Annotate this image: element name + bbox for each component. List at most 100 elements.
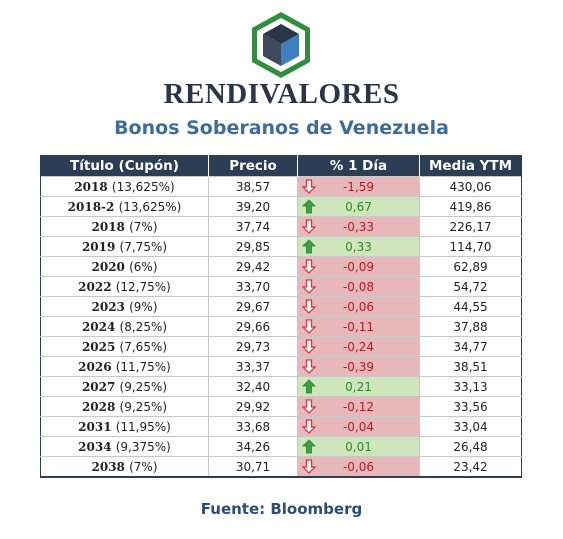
table-row: 2018 (13,625%) 38,57 -1,59 430,06 (40, 176, 522, 197)
header-cambio: % 1 Día (297, 155, 420, 177)
cell-ytm: 430,06 (419, 176, 522, 197)
arrow-up-icon (302, 199, 316, 214)
cell-ytm: 26,48 (419, 436, 522, 457)
change-value: -0,39 (342, 359, 375, 374)
cell-ytm: 33,13 (419, 376, 522, 397)
header-ytm: Media YTM (419, 155, 522, 177)
cell-precio: 30,71 (208, 456, 298, 478)
cell-ytm: 114,70 (419, 236, 522, 257)
arrow-down-icon (301, 259, 317, 274)
cell-ytm: 226,17 (419, 216, 522, 237)
table-row: 2027 (9,25%) 32,40 0,21 33,13 (40, 376, 522, 397)
arrow-down-icon (301, 459, 317, 474)
cell-precio: 29,92 (208, 396, 298, 417)
cell-precio: 29,85 (208, 236, 298, 257)
cell-cambio: 0,33 (297, 236, 420, 257)
cell-ytm: 419,86 (419, 196, 522, 217)
arrow-down-icon (301, 399, 317, 414)
bond-year: 2031 (78, 419, 112, 434)
cell-ytm: 34,77 (419, 336, 522, 357)
cell-cambio: 0,21 (297, 376, 420, 397)
cell-cambio: 0,67 (297, 196, 420, 217)
bond-coupon: (13,625%) (118, 199, 182, 214)
table-row: 2019 (7,75%) 29,85 0,33 114,70 (40, 236, 522, 257)
bonds-table: Título (Cupón) Precio % 1 Día Media YTM … (40, 155, 522, 478)
table-row: 2022 (12,75%) 33,70 -0,08 54,72 (40, 276, 522, 297)
change-value: -0,09 (342, 259, 375, 274)
cell-cambio: -0,06 (297, 456, 420, 478)
table-header-row: Título (Cupón) Precio % 1 Día Media YTM (40, 155, 522, 177)
change-value: 0,33 (345, 239, 372, 254)
header-titulo: Título (Cupón) (40, 155, 209, 177)
cell-ytm: 33,04 (419, 416, 522, 437)
cell-ytm: 33,56 (419, 396, 522, 417)
bond-year: 2018-2 (67, 199, 115, 214)
arrow-down-icon (301, 179, 317, 194)
cell-titulo: 2018-2 (13,625%) (40, 196, 209, 217)
table-row: 2023 (9%) 29,67 -0,06 44,55 (40, 296, 522, 317)
bond-coupon: (12,75%) (115, 279, 171, 294)
cell-titulo: 2027 (9,25%) (40, 376, 209, 397)
bond-coupon: (11,75%) (115, 359, 171, 374)
cell-ytm: 44,55 (419, 296, 522, 317)
cell-cambio: -0,09 (297, 256, 420, 277)
bond-year: 2024 (81, 319, 116, 334)
change-value: -0,04 (342, 419, 375, 434)
change-value: 0,67 (345, 199, 372, 214)
bond-coupon: (7%) (129, 459, 158, 474)
bond-year: 2038 (91, 459, 125, 474)
cell-cambio: -0,04 (297, 416, 420, 437)
bond-year: 2022 (78, 279, 112, 294)
table-row: 2038 (7%) 30,71 -0,06 23,42 (40, 456, 522, 478)
cell-titulo: 2020 (6%) (40, 256, 209, 277)
page-subtitle: Bonos Soberanos de Venezuela (114, 117, 449, 139)
change-value: -0,11 (342, 319, 375, 334)
arrow-down-icon (301, 279, 317, 294)
cell-ytm: 23,42 (419, 456, 522, 478)
change-value: -0,33 (342, 219, 375, 234)
arrow-down-icon (301, 339, 317, 354)
cell-titulo: 2034 (9,375%) (40, 436, 209, 457)
bond-coupon: (9,375%) (115, 439, 171, 454)
cell-titulo: 2031 (11,95%) (40, 416, 209, 437)
bond-year: 2026 (78, 359, 112, 374)
change-value: 0,21 (345, 379, 372, 394)
cell-cambio: 0,01 (297, 436, 420, 457)
arrow-down-icon (301, 299, 317, 314)
cell-precio: 33,70 (208, 276, 298, 297)
cell-titulo: 2018 (13,625%) (40, 176, 209, 197)
arrow-up-icon (302, 239, 316, 254)
cell-precio: 29,67 (208, 296, 298, 317)
cell-cambio: -0,12 (297, 396, 420, 417)
bond-coupon: (11,95%) (115, 419, 171, 434)
bond-year: 2034 (78, 439, 112, 454)
bond-coupon: (13,625%) (111, 179, 175, 194)
table-row: 2018 (7%) 37,74 -0,33 226,17 (40, 216, 522, 237)
cell-titulo: 2028 (9,25%) (40, 396, 209, 417)
cell-ytm: 38,51 (419, 356, 522, 377)
table-row: 2031 (11,95%) 33,68 -0,04 33,04 (40, 416, 522, 437)
arrow-up-icon (302, 379, 316, 394)
bond-year: 2027 (81, 379, 116, 394)
bond-coupon: (9,25%) (119, 399, 168, 414)
arrow-down-icon (301, 219, 317, 234)
bond-coupon: (9%) (129, 299, 158, 314)
cell-titulo: 2025 (7,65%) (40, 336, 209, 357)
cell-cambio: -0,39 (297, 356, 420, 377)
cell-precio: 32,40 (208, 376, 298, 397)
bond-year: 2019 (81, 239, 116, 254)
cell-precio: 34,26 (208, 436, 298, 457)
arrow-up-icon (302, 439, 316, 454)
cell-titulo: 2018 (7%) (40, 216, 209, 237)
bond-year: 2028 (81, 399, 116, 414)
table-row: 2028 (9,25%) 29,92 -0,12 33,56 (40, 396, 522, 417)
table-row: 2018-2 (13,625%) 39,20 0,67 419,86 (40, 196, 522, 217)
cell-ytm: 62,89 (419, 256, 522, 277)
arrow-down-icon (301, 319, 317, 334)
cell-titulo: 2026 (11,75%) (40, 356, 209, 377)
change-value: -0,06 (342, 299, 375, 314)
bond-year: 2018 (91, 219, 125, 234)
table-row: 2025 (7,65%) 29,73 -0,24 34,77 (40, 336, 522, 357)
bond-year: 2023 (91, 299, 125, 314)
arrow-down-icon (301, 419, 317, 434)
